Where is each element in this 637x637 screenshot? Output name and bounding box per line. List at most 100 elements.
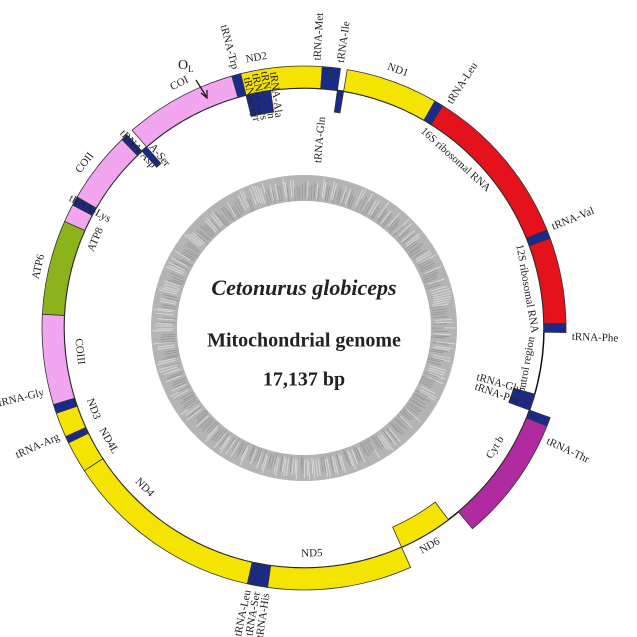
ring-texture — [176, 258, 191, 267]
ring-texture — [186, 233, 202, 246]
ring-texture — [323, 182, 327, 200]
ring-texture — [329, 455, 334, 471]
ring-texture — [223, 206, 233, 221]
ring-texture — [293, 188, 296, 202]
gene-label: tRNA-Val — [550, 205, 596, 233]
gene-block — [328, 66, 341, 91]
ring-texture — [239, 448, 249, 466]
ring-texture — [213, 433, 226, 449]
ring-texture — [236, 440, 244, 454]
ring-texture — [167, 373, 183, 380]
ring-texture — [172, 389, 189, 399]
ring-texture — [340, 455, 347, 474]
ring-texture — [336, 453, 342, 470]
gene-label: ND2 — [245, 50, 268, 66]
ring-texture — [159, 366, 178, 373]
ring-texture — [153, 309, 173, 313]
ring-texture — [398, 222, 413, 237]
gene-label: tRNA-Ala — [267, 71, 285, 118]
ring-texture — [427, 278, 445, 286]
ring-texture — [332, 183, 337, 201]
ring-texture — [170, 272, 185, 280]
ring-texture — [292, 179, 295, 198]
gene-label: ND1 — [386, 61, 410, 80]
ring-texture — [377, 211, 387, 224]
ring-texture — [195, 415, 209, 428]
ring-texture — [165, 353, 180, 358]
ring-texture — [204, 219, 217, 233]
ring-texture — [432, 303, 449, 308]
ring-texture — [160, 287, 178, 293]
ring-texture — [276, 185, 281, 202]
ring-texture — [376, 207, 387, 222]
ring-texture — [419, 254, 437, 264]
ring-texture — [210, 219, 221, 232]
ring-texture — [197, 235, 209, 245]
ring-texture — [279, 455, 284, 472]
ring-texture — [341, 192, 347, 206]
ring-texture — [180, 259, 193, 267]
ring-texture — [289, 180, 293, 198]
gene-label: COIII — [72, 338, 87, 366]
ring-texture — [187, 248, 199, 258]
ring-texture — [274, 183, 279, 200]
ring-texture — [240, 445, 249, 461]
ring-texture — [431, 336, 445, 339]
ring-texture — [259, 187, 266, 204]
ring-texture — [423, 274, 438, 281]
ring-texture — [397, 227, 410, 239]
gene-label: tRNA-Met — [312, 12, 326, 60]
gene-block — [141, 146, 162, 168]
ring-texture — [428, 372, 446, 380]
ring-texture — [264, 193, 270, 206]
ring-texture — [210, 214, 222, 228]
gene-block — [263, 89, 275, 114]
ring-texture — [406, 235, 421, 248]
ring-texture — [183, 397, 197, 406]
gene-label: tRNA-Leu — [445, 60, 481, 106]
ring-texture — [347, 194, 354, 208]
ring-texture — [167, 261, 186, 271]
ring-texture — [251, 185, 259, 204]
inner-ring — [151, 175, 457, 481]
ring-texture — [406, 405, 419, 416]
ring-texture — [324, 458, 329, 477]
ring-texture — [363, 441, 371, 455]
ring-texture — [367, 438, 375, 451]
ring-texture — [433, 293, 452, 299]
ring-texture — [180, 395, 195, 405]
ring-texture — [171, 276, 185, 283]
ring-texture — [204, 427, 218, 443]
ring-texture — [296, 185, 299, 200]
ring-texture — [349, 196, 355, 210]
ring-texture — [386, 427, 397, 441]
ring-texture — [409, 398, 421, 408]
ring-texture — [434, 333, 451, 336]
ring-texture — [388, 422, 399, 433]
ring-texture — [192, 232, 206, 244]
gene-block — [267, 546, 412, 591]
ring-texture — [381, 209, 392, 224]
ring-texture — [211, 211, 224, 226]
ring-texture — [317, 187, 320, 202]
ring-texture — [422, 269, 438, 277]
ring-texture — [161, 304, 177, 308]
ring-texture — [382, 429, 393, 443]
ring-texture — [432, 290, 452, 297]
ring-texture — [426, 283, 441, 290]
gene-block — [343, 69, 436, 121]
ring-texture — [432, 315, 449, 319]
ring-texture — [261, 453, 267, 470]
ring-texture — [362, 201, 370, 215]
gene-block — [333, 89, 345, 114]
ring-texture — [237, 442, 245, 457]
ring-texture — [436, 341, 456, 345]
ring-texture — [270, 453, 275, 469]
ring-texture — [239, 190, 249, 208]
ring-texture — [399, 416, 413, 429]
origin-sub: L — [188, 64, 194, 74]
ring-texture — [342, 449, 348, 463]
ring-texture — [357, 446, 366, 463]
ring-texture — [157, 318, 174, 321]
ring-texture — [219, 433, 230, 447]
